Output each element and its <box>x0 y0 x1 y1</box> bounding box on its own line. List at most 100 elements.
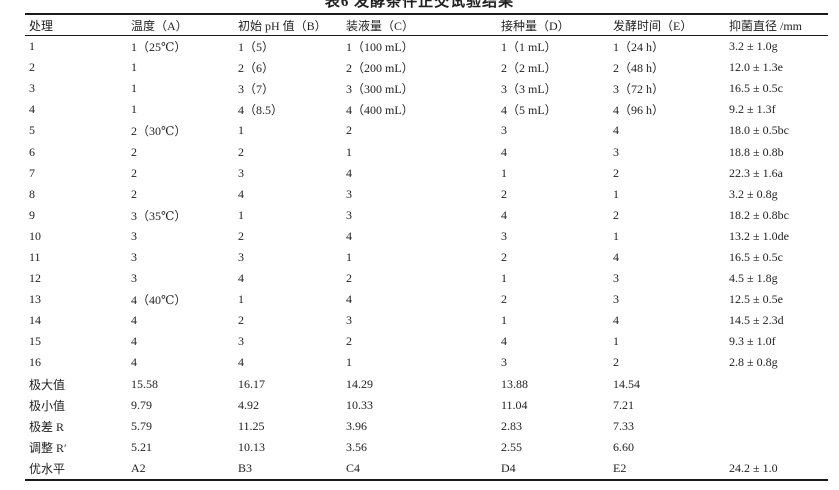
table-cell: 2 <box>501 292 507 307</box>
table-cell: 6 <box>29 144 35 159</box>
table-cell: 14 <box>29 313 41 328</box>
table-cell: 1 <box>131 60 137 75</box>
table-cell: 4 <box>29 102 35 117</box>
table-cell: 1 <box>613 186 619 201</box>
table-cell: 4 <box>613 249 619 264</box>
summary-row: 极大值 15.58 16.17 14.29 13.88 14.54 <box>25 374 828 395</box>
table-cell: 13.88 <box>501 376 528 391</box>
table-cell: 3 <box>346 313 352 328</box>
table-title: 表6 发酵条件正交试验结果 <box>324 0 515 10</box>
table-cell: 1 <box>501 271 507 286</box>
table-cell: 3 <box>613 292 619 307</box>
table-cell: 16.5 ± 0.5c <box>729 81 783 96</box>
table-cell: 4 <box>131 334 137 349</box>
table-cell: 1 <box>501 165 507 180</box>
table-cell: 2 <box>501 249 507 264</box>
table-cell: 1 <box>501 313 507 328</box>
table-cell: 2（30℃） <box>131 124 187 139</box>
table-cell: 14.29 <box>346 376 373 391</box>
table-cell: 11.04 <box>501 397 528 412</box>
table-row: 9 3（35℃） 1 3 4 2 18.2 ± 0.8bc <box>25 205 828 226</box>
column-header-inoculum-amount: 接种量（D） <box>497 14 609 36</box>
table-row: 2 1 2（6） 2（200 mL） 2（2 mL） 2（48 h） 12.0 ± 1.3e <box>25 57 828 78</box>
table-cell: 5.79 <box>131 418 152 433</box>
table-cell: 9.2 ± 1.3f <box>729 102 776 117</box>
table-title-clipped: 表6 发酵条件正交试验结果 <box>0 0 839 10</box>
table-cell: 4 <box>613 123 619 138</box>
table-cell: 3 <box>501 228 507 243</box>
table-row: 3 1 3（7） 3（300 mL） 3（3 mL） 3（72 h） 16.5 ± 0.5c <box>25 78 828 99</box>
table-cell: 13 <box>29 292 41 307</box>
table-header-row: 处理 温度（A） 初始 pH 值（B） 装液量（C） 接种量（D） 发酵时间（E… <box>25 14 828 36</box>
table-cell: 4（8.5） <box>238 103 284 118</box>
table-cell: 24.2 ± 1.0 <box>729 460 778 475</box>
column-header-inhibition-diameter: 抑菌直径 /mm <box>725 14 828 36</box>
table-cell: 2 <box>613 355 619 370</box>
orthogonal-results-table: 处理 温度（A） 初始 pH 值（B） 装液量（C） 接种量（D） 发酵时间（E… <box>25 13 828 481</box>
table-cell: 2（48 h） <box>613 61 665 76</box>
table-cell: 1（5） <box>238 40 275 55</box>
table-cell: 极差 R <box>29 419 65 434</box>
table-row: 16 4 4 1 3 2 2.8 ± 0.8g <box>25 352 828 373</box>
table-cell: 优水平 <box>29 461 66 476</box>
table-row: 4 1 4（8.5） 4（400 mL） 4（5 mL） 4（96 h） 9.2 ± 1.3… <box>25 99 828 120</box>
table-cell: 4 <box>346 228 352 243</box>
table-row: 14 4 2 3 1 4 14.5 ± 2.3d <box>25 310 828 331</box>
table-cell: 22.3 ± 1.6a <box>729 165 783 180</box>
table-cell: 16.5 ± 0.5c <box>729 249 783 264</box>
summary-row: 极差 R 5.79 11.25 3.96 2.83 7.33 <box>25 416 828 437</box>
table-cell: 4 <box>238 271 244 286</box>
table-cell: 2（6） <box>238 61 275 76</box>
column-header-liquid-volume: 装液量（C） <box>342 14 497 36</box>
table-cell: 1 <box>238 292 244 307</box>
table-cell: 10 <box>29 228 41 243</box>
table-cell: 2 <box>346 123 352 138</box>
table-row: 5 2（30℃） 1 2 3 4 18.0 ± 0.5bc <box>25 120 828 141</box>
table-cell: 4（5 mL） <box>501 103 557 118</box>
table-cell: 4（400 mL） <box>346 103 414 118</box>
table-cell: 2 <box>29 60 35 75</box>
table-row: 8 2 4 3 2 1 3.2 ± 0.8g <box>25 184 828 205</box>
table-cell: 7 <box>29 165 35 180</box>
table-cell: 4 <box>238 355 244 370</box>
table-cell: B3 <box>238 460 253 475</box>
table-cell: 4 <box>346 165 352 180</box>
table-cell: 12.5 ± 0.5e <box>729 292 783 307</box>
table-cell <box>725 395 828 416</box>
table-cell: 3 <box>131 271 137 286</box>
table-cell: C4 <box>346 460 361 475</box>
table-cell: 3.56 <box>346 439 367 454</box>
table-row: 15 4 3 2 4 1 9.3 ± 1.0f <box>25 331 828 352</box>
table-cell: 3（35℃） <box>131 208 187 223</box>
column-header-treatment: 处理 <box>25 14 127 36</box>
table-cell: 2 <box>238 313 244 328</box>
table-cell: 2 <box>238 144 244 159</box>
table-cell: 1（100 mL） <box>346 40 414 55</box>
table-cell: 7.33 <box>613 418 634 433</box>
table-cell: 11.25 <box>238 418 265 433</box>
summary-row: 极小值 9.79 4.92 10.33 11.04 7.21 <box>25 395 828 416</box>
table-cell: 9 <box>29 207 35 222</box>
table-cell: 11 <box>29 249 41 264</box>
table-cell: 14.54 <box>613 376 640 391</box>
table-cell: 5 <box>29 123 35 138</box>
table-cell: 4 <box>131 313 137 328</box>
table-cell: 8 <box>29 186 35 201</box>
table-cell: 1 <box>238 207 244 222</box>
table-cell: E2 <box>613 460 627 475</box>
table-cell: 1 <box>346 144 352 159</box>
table-cell: 2 <box>613 207 619 222</box>
table-cell: 3 <box>613 144 619 159</box>
table-cell <box>725 374 828 395</box>
table-cell: 极小值 <box>29 398 66 413</box>
table-cell <box>725 416 828 437</box>
table-cell: 3 <box>29 81 35 96</box>
table-cell: 4 <box>238 186 244 201</box>
table-cell: 3（300 mL） <box>346 82 414 97</box>
table-cell: 3（72 h） <box>613 82 665 97</box>
table-cell: 3 <box>613 271 619 286</box>
table-cell: 3 <box>346 207 352 222</box>
table-cell: 4 <box>501 207 507 222</box>
table-cell: 1 <box>613 228 619 243</box>
table-cell: 1（1 mL） <box>501 40 557 55</box>
